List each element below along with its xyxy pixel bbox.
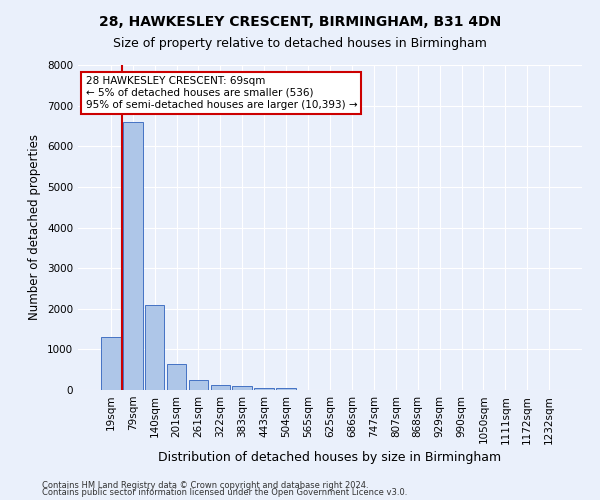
Y-axis label: Number of detached properties: Number of detached properties (28, 134, 41, 320)
Bar (276, 388, 296, 390)
Bar (123, 122, 143, 390)
Text: 28 HAWKESLEY CRESCENT: 69sqm
← 5% of detached houses are smaller (536)
95% of se: 28 HAWKESLEY CRESCENT: 69sqm ← 5% of det… (86, 76, 357, 110)
Text: Contains HM Land Registry data © Crown copyright and database right 2024.: Contains HM Land Registry data © Crown c… (42, 480, 368, 490)
Bar (188, 380, 208, 390)
Text: Size of property relative to detached houses in Birmingham: Size of property relative to detached ho… (113, 38, 487, 51)
Text: Contains public sector information licensed under the Open Government Licence v3: Contains public sector information licen… (42, 488, 407, 497)
Bar (145, 304, 164, 390)
Bar (167, 364, 187, 390)
Bar (232, 386, 252, 390)
Text: 28, HAWKESLEY CRESCENT, BIRMINGHAM, B31 4DN: 28, HAWKESLEY CRESCENT, BIRMINGHAM, B31 … (99, 15, 501, 29)
X-axis label: Distribution of detached houses by size in Birmingham: Distribution of detached houses by size … (158, 450, 502, 464)
Bar (254, 388, 274, 390)
Bar (211, 384, 230, 390)
Bar (101, 337, 121, 390)
